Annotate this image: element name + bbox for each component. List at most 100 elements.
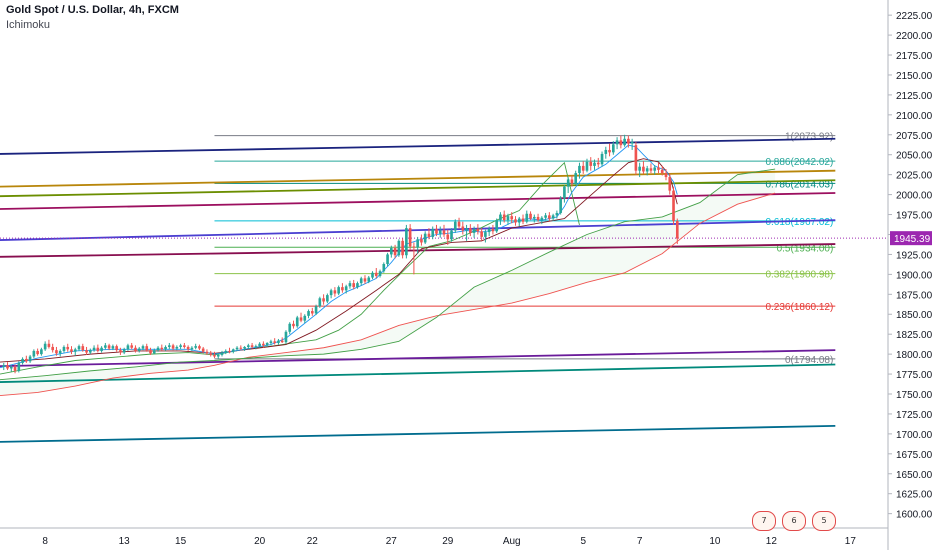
candle-body[interactable] (51, 346, 54, 351)
candle-body[interactable] (243, 346, 246, 349)
candle-body[interactable] (32, 350, 36, 357)
candle-body[interactable] (371, 272, 374, 278)
candle-body[interactable] (476, 228, 480, 232)
candle-body[interactable] (209, 353, 213, 355)
candle-body[interactable] (262, 343, 265, 346)
candle-body[interactable] (653, 167, 657, 171)
trendline[interactable] (0, 192, 836, 210)
candle-body[interactable] (277, 340, 280, 343)
candle-body[interactable] (134, 347, 137, 351)
candle-body[interactable] (318, 298, 322, 307)
candle-body[interactable] (619, 140, 623, 146)
event-flag-icon[interactable]: 5 (812, 511, 836, 531)
trendline[interactable] (0, 363, 836, 383)
candle-body[interactable] (92, 347, 96, 351)
candle-body[interactable] (363, 278, 367, 282)
candle-body[interactable] (608, 149, 611, 153)
candle-body[interactable] (359, 278, 363, 284)
candle-body[interactable] (310, 311, 314, 314)
candle-body[interactable] (374, 272, 378, 276)
candle-body[interactable] (645, 168, 649, 172)
candle-body[interactable] (401, 240, 404, 256)
candle-body[interactable] (420, 239, 423, 243)
event-flag-icon[interactable]: 6 (782, 511, 806, 531)
candle-body[interactable] (303, 315, 307, 321)
candle-body[interactable] (487, 228, 491, 233)
candle-body[interactable] (563, 186, 566, 199)
candle-body[interactable] (657, 167, 660, 170)
candle-body[interactable] (13, 366, 17, 371)
candle-body[interactable] (480, 231, 483, 237)
candle-body[interactable] (337, 287, 340, 294)
candle-body[interactable] (514, 219, 517, 223)
candle-body[interactable] (585, 161, 589, 171)
candle-body[interactable] (17, 362, 21, 371)
candle-body[interactable] (416, 239, 419, 248)
candle-body[interactable] (499, 214, 502, 221)
candle-body[interactable] (66, 346, 70, 350)
candle-body[interactable] (152, 350, 156, 354)
candle-body[interactable] (630, 141, 634, 144)
candle-body[interactable] (224, 350, 228, 353)
candle-body[interactable] (435, 228, 438, 234)
candle-body[interactable] (484, 232, 487, 237)
candle-body[interactable] (28, 356, 32, 362)
candle-body[interactable] (179, 345, 182, 347)
candle-body[interactable] (672, 190, 675, 221)
candle-body[interactable] (70, 349, 73, 352)
candle-body[interactable] (615, 140, 619, 145)
candle-body[interactable] (405, 228, 408, 256)
candle-body[interactable] (412, 246, 416, 248)
candle-body[interactable] (348, 283, 352, 287)
candle-body[interactable] (220, 352, 224, 355)
candle-body[interactable] (265, 342, 269, 346)
candle-body[interactable] (423, 233, 427, 243)
candle-body[interactable] (367, 277, 371, 282)
candle-body[interactable] (43, 343, 47, 350)
candle-body[interactable] (574, 173, 578, 184)
base-line[interactable] (0, 158, 678, 363)
candle-body[interactable] (517, 218, 521, 223)
candle-body[interactable] (465, 228, 468, 231)
candle-body[interactable] (390, 248, 393, 255)
candle-body[interactable] (160, 347, 164, 350)
candle-body[interactable] (164, 346, 167, 350)
candle-body[interactable] (446, 234, 450, 240)
candle-body[interactable] (427, 233, 431, 237)
candle-body[interactable] (642, 166, 645, 172)
candle-body[interactable] (250, 345, 254, 347)
candle-body[interactable] (77, 346, 81, 350)
candle-body[interactable] (288, 323, 292, 332)
candle-body[interactable] (168, 345, 171, 347)
candle-body[interactable] (171, 345, 175, 349)
candle-body[interactable] (604, 149, 608, 154)
candle-body[interactable] (284, 331, 288, 343)
candle-body[interactable] (457, 221, 461, 227)
candle-body[interactable] (532, 216, 536, 219)
candle-body[interactable] (393, 248, 397, 256)
candle-body[interactable] (213, 354, 216, 357)
candle-body[interactable] (198, 346, 201, 349)
candle-body[interactable] (525, 213, 529, 222)
candle-body[interactable] (269, 341, 273, 343)
trendline[interactable] (0, 219, 836, 241)
candle-body[interactable] (502, 214, 506, 221)
candle-body[interactable] (2, 365, 6, 367)
candle-body[interactable] (536, 216, 540, 221)
candle-body[interactable] (593, 162, 596, 166)
candle-body[interactable] (600, 153, 604, 165)
candle-body[interactable] (235, 347, 239, 350)
leading-span-a-line[interactable] (0, 168, 776, 381)
candle-body[interactable] (495, 220, 498, 232)
candle-body[interactable] (378, 271, 382, 276)
candle-body[interactable] (258, 343, 261, 347)
candle-body[interactable] (201, 348, 205, 352)
trendline[interactable] (0, 137, 836, 155)
candle-body[interactable] (205, 351, 209, 354)
candle-body[interactable] (559, 198, 562, 213)
candle-body[interactable] (660, 169, 664, 174)
candle-body[interactable] (295, 317, 299, 327)
candle-body[interactable] (85, 350, 88, 353)
candle-body[interactable] (634, 145, 638, 171)
